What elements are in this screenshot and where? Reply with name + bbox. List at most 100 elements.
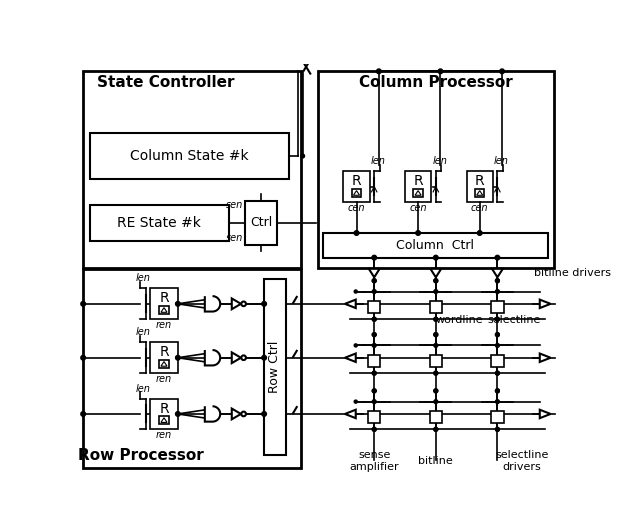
Circle shape bbox=[434, 389, 438, 393]
Bar bbox=[83, 269, 301, 468]
Bar bbox=[368, 301, 381, 313]
Circle shape bbox=[373, 333, 376, 337]
Bar bbox=[323, 233, 548, 258]
Text: bitline: bitline bbox=[419, 456, 453, 466]
Polygon shape bbox=[345, 410, 356, 418]
Bar bbox=[150, 288, 178, 319]
Circle shape bbox=[262, 302, 266, 306]
Bar bbox=[150, 399, 178, 429]
Bar bbox=[491, 301, 504, 313]
Text: sense
amplifier: sense amplifier bbox=[350, 450, 399, 472]
Circle shape bbox=[372, 255, 376, 260]
Bar bbox=[83, 72, 301, 268]
Polygon shape bbox=[540, 410, 550, 418]
Text: State Controller: State Controller bbox=[97, 75, 234, 90]
Text: Row Processor: Row Processor bbox=[78, 448, 204, 463]
Circle shape bbox=[434, 317, 438, 321]
Circle shape bbox=[434, 333, 438, 337]
Text: wordline: wordline bbox=[435, 315, 483, 325]
Text: R: R bbox=[159, 292, 169, 305]
Circle shape bbox=[434, 279, 438, 282]
Polygon shape bbox=[476, 191, 483, 195]
Circle shape bbox=[434, 317, 438, 321]
Circle shape bbox=[373, 400, 376, 403]
Polygon shape bbox=[540, 299, 550, 308]
Bar bbox=[264, 279, 285, 455]
Text: R: R bbox=[159, 346, 169, 359]
Circle shape bbox=[434, 255, 438, 260]
PathPatch shape bbox=[205, 407, 220, 422]
Text: selectline: selectline bbox=[488, 315, 541, 325]
Circle shape bbox=[241, 412, 246, 416]
Circle shape bbox=[354, 290, 357, 293]
Polygon shape bbox=[353, 191, 360, 195]
Bar bbox=[491, 411, 504, 423]
Circle shape bbox=[496, 333, 499, 337]
Circle shape bbox=[373, 371, 376, 375]
Bar bbox=[475, 189, 485, 197]
Polygon shape bbox=[232, 352, 241, 363]
Circle shape bbox=[496, 289, 499, 294]
Circle shape bbox=[300, 154, 305, 158]
Bar bbox=[368, 355, 381, 367]
Text: R: R bbox=[475, 174, 485, 188]
Text: len: len bbox=[494, 156, 509, 166]
Bar bbox=[343, 171, 369, 202]
Bar bbox=[466, 171, 493, 202]
Circle shape bbox=[175, 412, 180, 416]
Circle shape bbox=[81, 412, 85, 416]
Bar bbox=[430, 301, 442, 313]
Circle shape bbox=[434, 371, 438, 375]
Circle shape bbox=[434, 389, 438, 393]
Circle shape bbox=[373, 427, 376, 431]
Circle shape bbox=[496, 389, 499, 393]
Text: cen: cen bbox=[409, 202, 427, 213]
Circle shape bbox=[496, 317, 499, 321]
Text: len: len bbox=[136, 273, 151, 284]
Polygon shape bbox=[345, 299, 356, 308]
Circle shape bbox=[262, 412, 266, 416]
Circle shape bbox=[373, 343, 376, 347]
Text: selectline
drivers: selectline drivers bbox=[495, 450, 549, 472]
Bar bbox=[159, 360, 169, 368]
Bar bbox=[159, 306, 169, 314]
Text: Row Ctrl: Row Ctrl bbox=[268, 341, 281, 393]
Polygon shape bbox=[430, 269, 441, 277]
Circle shape bbox=[175, 302, 180, 306]
Circle shape bbox=[495, 255, 499, 260]
Circle shape bbox=[496, 371, 499, 375]
Circle shape bbox=[496, 279, 499, 282]
Text: cen: cen bbox=[348, 202, 365, 213]
Polygon shape bbox=[492, 269, 503, 277]
Text: R: R bbox=[159, 402, 169, 416]
Circle shape bbox=[496, 317, 499, 321]
Text: Column Processor: Column Processor bbox=[360, 75, 513, 90]
Polygon shape bbox=[415, 191, 421, 195]
Circle shape bbox=[373, 389, 376, 393]
PathPatch shape bbox=[205, 350, 220, 366]
Polygon shape bbox=[161, 361, 167, 366]
Bar bbox=[352, 189, 361, 197]
Circle shape bbox=[241, 302, 246, 306]
Circle shape bbox=[81, 302, 85, 306]
Bar bbox=[414, 189, 423, 197]
Bar bbox=[405, 171, 431, 202]
Polygon shape bbox=[232, 409, 241, 419]
Circle shape bbox=[415, 231, 420, 235]
Polygon shape bbox=[161, 308, 167, 312]
Polygon shape bbox=[369, 269, 379, 277]
Text: ren: ren bbox=[156, 430, 172, 440]
Circle shape bbox=[434, 400, 438, 403]
Bar bbox=[90, 205, 229, 241]
Polygon shape bbox=[345, 354, 356, 362]
Circle shape bbox=[373, 279, 376, 282]
Bar bbox=[90, 133, 289, 179]
Circle shape bbox=[376, 69, 381, 74]
Text: R: R bbox=[351, 174, 361, 188]
Bar bbox=[430, 411, 442, 423]
Circle shape bbox=[496, 343, 499, 347]
Circle shape bbox=[434, 427, 438, 431]
Text: len: len bbox=[432, 156, 447, 166]
Circle shape bbox=[373, 279, 376, 282]
Circle shape bbox=[478, 231, 482, 235]
